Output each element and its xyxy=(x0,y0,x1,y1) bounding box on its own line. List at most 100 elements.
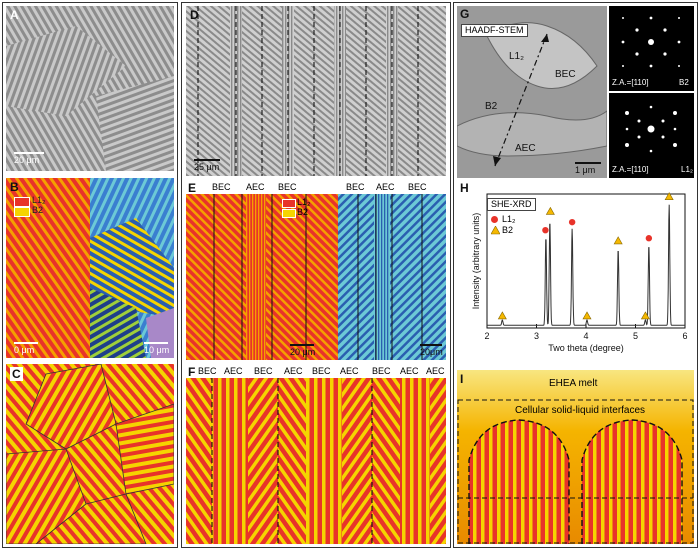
panel-i: I EHEA melt Cellular solid-liquid interf… xyxy=(457,370,694,544)
panel-b-label: B xyxy=(10,180,19,194)
panel-g-za-top: Z.A.=[110] xyxy=(612,78,649,87)
panel-h-legend-l12-marker xyxy=(491,216,498,223)
panel-a-scale-text: 20 μm xyxy=(14,155,40,165)
panel-f-top-bec-4: BEC xyxy=(372,366,391,376)
panel-g-diffraction-top: Z.A.=[110] B2 xyxy=(609,6,694,91)
panel-g-scale-text: 1 μm xyxy=(575,165,596,175)
xrd-marker-l12-7 xyxy=(645,235,653,242)
panel-e: E BEC AEC BEC BEC AEC BEC L1₂ B2 20 μm 2… xyxy=(186,180,446,360)
panel-g-diffraction-bottom-spots xyxy=(625,105,677,153)
xrd-marker-b2-8 xyxy=(664,192,674,200)
panel-f-top-aec-1: AEC xyxy=(224,366,243,376)
panel-d-scalebar: 25 μm xyxy=(194,159,220,172)
xrd-xtick-label-0: 2 xyxy=(484,331,489,341)
panel-f: F BEC AEC BEC AEC BEC AEC BEC AEC AEC xyxy=(186,364,446,544)
panel-e-top-bec-1: BEC xyxy=(212,182,231,192)
panel-e-legend-yellow-swatch xyxy=(282,209,296,218)
xrd-marker-b2-5 xyxy=(613,236,623,245)
legend-red-swatch xyxy=(14,197,30,207)
panel-d-micrograph xyxy=(186,6,446,176)
xrd-xtick-label-1: 3 xyxy=(534,331,539,341)
panel-e-top-aec-2: AEC xyxy=(376,182,395,192)
panel-f-top-aec-3: AEC xyxy=(340,366,359,376)
xrd-series-line xyxy=(487,204,685,326)
panel-h-xrd-chart: 2 3 4 5 6 Two theta (degree) Intensity (arbitr… xyxy=(471,192,688,353)
panel-d: D 25 μm xyxy=(186,6,446,176)
panel-c: C xyxy=(6,364,174,544)
xrd-xlabel: Two theta (degree) xyxy=(548,343,624,353)
panel-i-label: I xyxy=(460,372,464,386)
panel-e-legend-b2: B2 xyxy=(297,207,309,217)
panel-e-legend-red-swatch xyxy=(282,199,296,208)
panel-e-phase-map xyxy=(186,194,446,360)
panel-f-schematic xyxy=(186,378,446,544)
panel-g-region-b2: B2 xyxy=(485,101,498,112)
panel-g-label: G xyxy=(460,7,470,21)
panel-e-scale-right-text: 20μm xyxy=(420,347,443,357)
panel-g-za-bottom-phase: L1₂ xyxy=(681,165,694,174)
panel-f-top-bec-1: BEC xyxy=(198,366,217,376)
panel-h-label: H xyxy=(460,181,469,195)
panel-e-legend-l12: L1₂ xyxy=(297,197,311,207)
panel-e-top-bec-4: BEC xyxy=(408,182,427,192)
xrd-xtick-label-3: 5 xyxy=(633,331,638,341)
xrd-marker-b2-2 xyxy=(545,206,555,215)
panel-g-scalebar: 1 μm xyxy=(575,162,601,175)
panel-b: B L1₂ B2 0 μm 10 μm xyxy=(6,178,174,358)
panel-h: H 2 3 4 5 6 Two theta (degree) Intensity (arbi… xyxy=(457,180,694,366)
panel-e-scalebar-left: 20 μm xyxy=(290,344,316,357)
panel-f-top-aec-4: AEC xyxy=(400,366,419,376)
panel-b-legend-b2: B2 xyxy=(32,205,44,215)
panel-i-schematic xyxy=(457,370,694,544)
panel-h-legend-b2-marker xyxy=(491,226,500,235)
panel-b-scale-right-text: 10 μm xyxy=(144,345,170,355)
panel-e-scale-left-text: 20 μm xyxy=(290,347,316,357)
panel-a-micrograph xyxy=(6,6,174,171)
xrd-marker-b2-6 xyxy=(640,311,650,320)
panel-g-region-l12: L1₂ xyxy=(509,51,525,62)
panel-g-region-aec: AEC xyxy=(515,143,536,154)
panel-b-scale-left-text: 0 μm xyxy=(14,345,35,355)
xrd-marker-l12-1 xyxy=(542,226,549,234)
panel-f-label: F xyxy=(188,365,196,379)
panel-e-top-bec-2: BEC xyxy=(278,182,297,192)
panel-c-label: C xyxy=(10,367,23,381)
panel-e-label: E xyxy=(188,181,197,195)
panel-g-za-top-phase: B2 xyxy=(679,78,689,87)
panel-f-top-bec-3: BEC xyxy=(312,366,331,376)
panel-f-top-aec-2: AEC xyxy=(284,366,303,376)
panel-g-diffraction-bottom: Z.A.=[110] L1₂ xyxy=(609,93,694,178)
panel-a-scalebar: 20 μm xyxy=(14,152,44,165)
panel-g-za-bottom: Z.A.=[110] xyxy=(612,165,649,174)
panel-e-top-bec-3: BEC xyxy=(346,182,365,192)
panel-h-legend-b2: B2 xyxy=(502,225,514,235)
panel-g-haadf-image xyxy=(457,6,607,178)
panel-g-title: HAADF-STEM xyxy=(461,24,528,37)
frame-right xyxy=(453,2,698,548)
panel-h-title: SHE-XRD xyxy=(487,198,536,211)
xrd-marker-b2-4 xyxy=(582,311,592,320)
panel-f-top-aec-5: AEC xyxy=(426,366,445,376)
xrd-ylabel: Intensity (arbitrary units) xyxy=(471,213,481,310)
xrd-xtick-label-2: 4 xyxy=(583,331,588,341)
xrd-marker-l12-3 xyxy=(568,218,576,226)
panel-i-melt-text: EHEA melt xyxy=(549,378,598,389)
frame-middle xyxy=(181,2,451,548)
panel-b-scalebar-left: 0 μm xyxy=(14,342,38,355)
panel-g-region-bec: BEC xyxy=(555,69,576,80)
panel-i-interface-text: Cellular solid-liquid interfaces xyxy=(515,405,646,416)
xrd-marker-b2-0 xyxy=(497,311,507,320)
panel-e-scalebar-right: 20μm xyxy=(420,344,443,357)
frame-left xyxy=(2,2,178,548)
panel-c-schematic xyxy=(6,364,174,544)
panel-e-top-aec-1: AEC xyxy=(246,182,265,192)
panel-g-diffraction-top-spots xyxy=(621,16,681,68)
xrd-xtick-label-4: 6 xyxy=(682,331,687,341)
panel-d-label: D xyxy=(190,8,199,22)
panel-g: HAADF-STEM G L1₂ BEC B2 AEC 1 μm Z.A.=[1… xyxy=(457,6,694,178)
panel-a: A 20 μm xyxy=(6,6,174,171)
panel-b-legend-l12: L1₂ xyxy=(32,195,46,205)
legend-yellow-swatch xyxy=(14,207,30,217)
panel-f-top-bec-2: BEC xyxy=(254,366,273,376)
panel-b-scalebar-right: 10 μm xyxy=(144,342,170,355)
